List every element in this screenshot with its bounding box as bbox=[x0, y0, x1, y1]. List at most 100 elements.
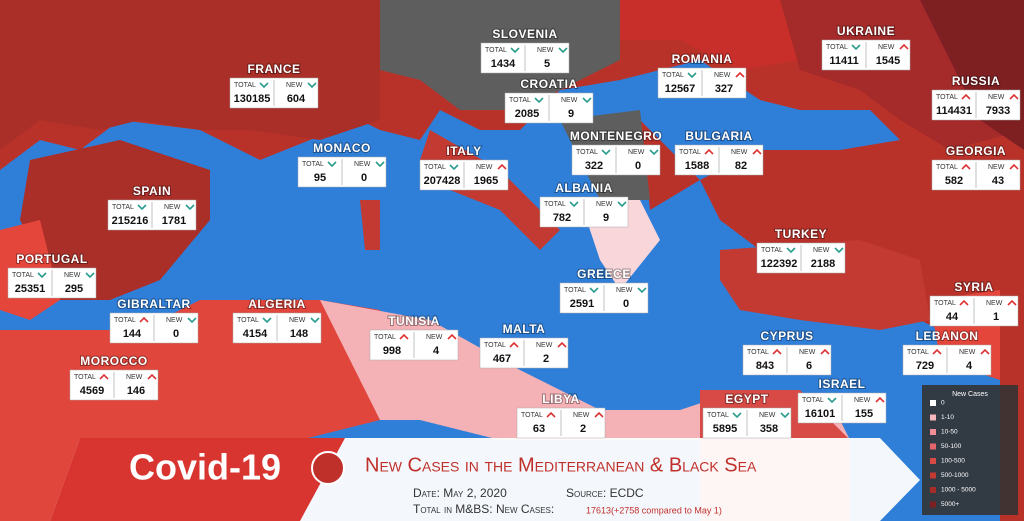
total-value: 729 bbox=[916, 360, 934, 372]
title: Covid-19 bbox=[129, 447, 281, 488]
country-box: Morocco Total New 4569 146 bbox=[69, 353, 159, 401]
country-box: Israel Total New 16101 155 bbox=[797, 376, 887, 424]
trend-arrow bbox=[187, 317, 197, 324]
total-label: Total bbox=[747, 349, 769, 356]
new-value: 0 bbox=[361, 172, 367, 184]
new-label: New bbox=[988, 164, 1005, 171]
legend-swatch bbox=[930, 458, 936, 464]
total-value: 322 bbox=[585, 160, 603, 172]
country-name: Montenegro bbox=[570, 129, 662, 143]
total-label: Total bbox=[521, 412, 543, 419]
new-value: 6 bbox=[806, 360, 812, 372]
country-box: Croatia Total New 2085 9 bbox=[504, 76, 594, 124]
trend-arrow bbox=[37, 272, 47, 279]
new-label: New bbox=[573, 412, 590, 419]
new-label: New bbox=[714, 72, 731, 79]
total-label: Total bbox=[485, 47, 507, 54]
total-label: Total bbox=[237, 317, 259, 324]
new-value: 9 bbox=[568, 108, 574, 120]
country-name: Cyprus bbox=[760, 329, 813, 343]
trend-arrow bbox=[85, 272, 95, 279]
total-value: 207428 bbox=[424, 175, 461, 187]
new-value: 146 bbox=[127, 385, 145, 397]
country-box: Lebanon Total New 729 4 bbox=[902, 328, 992, 376]
total-value: 130185 bbox=[234, 93, 271, 105]
new-label: New bbox=[731, 149, 748, 156]
legend-swatch bbox=[930, 414, 936, 421]
subtitle: New Cases in the Mediterranean & Black S… bbox=[365, 454, 757, 476]
trend-arrow bbox=[617, 201, 627, 208]
trend-arrow bbox=[834, 247, 844, 254]
total-label: Total bbox=[662, 72, 684, 79]
total-value: 114431 bbox=[936, 105, 972, 117]
trend-arrow bbox=[899, 43, 909, 50]
total-value: 12567 bbox=[665, 83, 696, 95]
total-value: 17613(+2758 compared to May 1) bbox=[586, 505, 722, 515]
total-value: 1434 bbox=[491, 58, 516, 70]
country-name: Morocco bbox=[80, 354, 148, 368]
country-name: Turkey bbox=[775, 227, 827, 241]
total-label: Total bbox=[936, 164, 958, 171]
total-value: 144 bbox=[123, 328, 142, 340]
new-label: New bbox=[126, 374, 143, 381]
country-name: France bbox=[248, 62, 301, 76]
new-label: New bbox=[759, 412, 776, 419]
legend-bg bbox=[922, 385, 1018, 515]
total-label: Total bbox=[802, 397, 824, 404]
legend-label: 1-10 bbox=[941, 414, 954, 421]
legend-swatch bbox=[930, 501, 936, 508]
legend-label: 1000 - 5000 bbox=[941, 487, 976, 494]
trend-arrow bbox=[139, 316, 149, 323]
total-label: Total bbox=[234, 82, 256, 89]
country-box: Slovenia Total New 1434 5 bbox=[480, 26, 570, 74]
total-label: Total bbox=[544, 201, 566, 208]
trend-arrow bbox=[558, 47, 568, 54]
country-name: Russia bbox=[952, 74, 1000, 88]
total-label: Total bbox=[707, 412, 729, 419]
country-name: Portugal bbox=[16, 252, 87, 266]
country-name: Croatia bbox=[520, 77, 577, 91]
total-label: Total bbox=[12, 272, 34, 279]
bottom-banner: Covid-19 New Cases in the Mediterranean … bbox=[50, 438, 920, 521]
new-label: New bbox=[596, 201, 613, 208]
new-value: 0 bbox=[173, 328, 179, 340]
trend-arrow bbox=[557, 341, 567, 348]
new-value: 2 bbox=[543, 353, 549, 365]
new-value: 1965 bbox=[474, 175, 498, 187]
total-value: 11411 bbox=[829, 55, 858, 67]
total-value: 467 bbox=[493, 353, 511, 365]
country-box: Algeria Total New 4154 148 bbox=[232, 296, 322, 344]
total-label: Total bbox=[576, 149, 598, 156]
trend-arrow bbox=[732, 412, 742, 419]
new-value: 2188 bbox=[811, 258, 835, 270]
legend-label: 50-100 bbox=[941, 443, 962, 450]
new-value: 358 bbox=[760, 423, 778, 435]
trend-arrow bbox=[375, 161, 385, 168]
new-label: New bbox=[878, 44, 895, 51]
country-name: Monaco bbox=[313, 141, 371, 155]
country-name: Libya bbox=[542, 392, 579, 406]
new-label: New bbox=[536, 342, 553, 349]
country-name: Algeria bbox=[248, 297, 306, 311]
new-label: New bbox=[561, 97, 578, 104]
country-name: Gibraltar bbox=[117, 297, 190, 311]
country-box: Albania Total New 782 9 bbox=[539, 180, 629, 228]
country-box: Spain Total New 215216 1781 bbox=[107, 183, 197, 231]
country-name: Georgia bbox=[946, 144, 1006, 158]
new-label: New bbox=[537, 47, 554, 54]
trend-arrow bbox=[959, 299, 969, 306]
country-box: Gibraltar Total New 144 0 bbox=[109, 296, 199, 344]
total-label: Total bbox=[934, 300, 956, 307]
country-name: Romania bbox=[672, 52, 733, 66]
country-box: Greece Total New 2591 0 bbox=[559, 266, 649, 314]
trend-arrow bbox=[589, 287, 599, 294]
new-label: New bbox=[628, 149, 645, 156]
new-value: 1545 bbox=[876, 55, 900, 67]
country-name: Albania bbox=[555, 181, 613, 195]
new-label: New bbox=[426, 334, 443, 341]
new-value: 2 bbox=[580, 423, 586, 435]
country-name: Lebanon bbox=[916, 329, 979, 343]
total-value: 582 bbox=[945, 175, 963, 187]
trend-arrow bbox=[735, 71, 745, 78]
trend-arrow bbox=[961, 93, 971, 100]
